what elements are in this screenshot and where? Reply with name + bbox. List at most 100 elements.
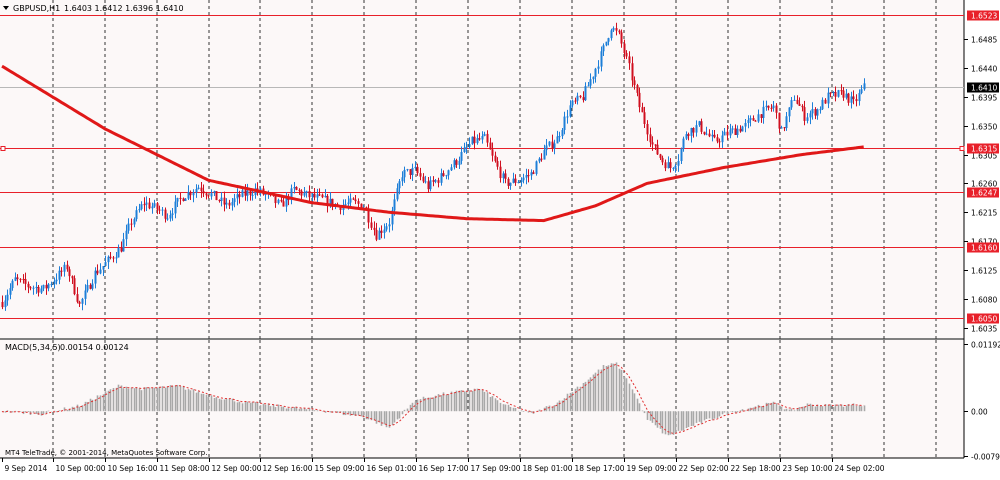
- candle-body: [14, 277, 17, 281]
- symbol-header[interactable]: GBPUSD,H1 1.6403 1.6412 1.6396 1.6410: [3, 4, 184, 13]
- candle-body: [220, 197, 223, 201]
- candle-body: [692, 127, 695, 133]
- level-price-tags[interactable]: 1.6523 1.6315 1.6247 1.6160 1.6050 1.6410: [967, 10, 999, 324]
- candle-body: [280, 199, 283, 202]
- candle-body: [483, 133, 486, 137]
- candle-body: [16, 277, 19, 279]
- candle-body: [514, 178, 517, 183]
- horizontal-levels[interactable]: [0, 15, 965, 319]
- candle-body: [86, 284, 89, 291]
- level-line-handle[interactable]: [0, 146, 6, 151]
- chart-menu-triangle-icon[interactable]: [3, 6, 9, 10]
- candle-body: [680, 148, 683, 162]
- time-tick-label: 22 Sep 18:00: [731, 464, 781, 473]
- candle-body: [458, 160, 461, 165]
- time-tick-label: 17 Sep 09:00: [471, 464, 521, 473]
- candle-body: [832, 92, 835, 94]
- candle-body: [801, 105, 804, 108]
- candle-body: [290, 188, 293, 201]
- level-price-tag[interactable]: [967, 10, 999, 21]
- candle-body: [27, 283, 30, 288]
- candle-body: [589, 79, 592, 86]
- candle-body: [151, 206, 154, 209]
- candle-body: [99, 269, 102, 274]
- candle-body: [94, 270, 97, 284]
- candle-body: [60, 270, 63, 272]
- price-tick-label: 1.6125: [971, 267, 997, 276]
- candle-body: [295, 186, 298, 190]
- candle-body: [225, 202, 228, 205]
- candle-body: [197, 187, 200, 190]
- candle-body: [620, 32, 623, 44]
- time-tick-label: 10 Sep 16:00: [108, 464, 158, 473]
- time-tick-label: 24 Sep 02:00: [835, 464, 885, 473]
- price-axis-background: [964, 0, 1000, 476]
- candle-body: [285, 196, 288, 207]
- candle-body: [174, 201, 177, 214]
- price-tick-label: 1.6215: [971, 209, 997, 218]
- level-price-tag[interactable]: [967, 143, 999, 154]
- price-tick-label: 1.6395: [971, 94, 997, 103]
- candle-body: [631, 63, 634, 81]
- candle-body: [432, 180, 435, 182]
- candle-body: [274, 195, 277, 204]
- candle-body: [179, 197, 182, 199]
- candle-body: [752, 118, 755, 121]
- candle-body: [40, 288, 43, 293]
- candle-body: [251, 194, 254, 196]
- level-price-tag[interactable]: [967, 187, 999, 198]
- level-price-tag[interactable]: [967, 313, 999, 324]
- candle-body: [22, 278, 25, 280]
- candle-body: [522, 177, 525, 181]
- candle-body: [736, 128, 739, 135]
- candle-body: [814, 109, 817, 116]
- candle-body: [414, 166, 417, 169]
- candle-body: [303, 192, 306, 196]
- candle-body: [842, 90, 845, 98]
- symbol-label: GBPUSD,H1: [13, 4, 60, 13]
- candle-body: [486, 133, 489, 143]
- candle-body: [770, 107, 773, 109]
- macd-histogram: [1, 362, 866, 436]
- candle-body: [641, 107, 644, 113]
- candle-body: [427, 181, 430, 190]
- candle-body: [615, 28, 618, 31]
- candle-body: [605, 41, 608, 46]
- candle-body: [481, 136, 484, 140]
- level-price-label: 1.6160: [971, 244, 997, 253]
- time-tick-label: 15 Sep 09:00: [315, 464, 365, 473]
- candle-body: [318, 194, 321, 196]
- candle-body: [638, 92, 641, 108]
- current-price-tag: [967, 82, 999, 93]
- time-tick-label: 12 Sep 00:00: [212, 464, 262, 473]
- level-line-handle[interactable]: [959, 146, 965, 151]
- candle-body: [772, 105, 775, 109]
- candle-body: [176, 197, 179, 202]
- candle-body: [32, 287, 35, 289]
- ohlc-values: 1.6403 1.6412 1.6396 1.6410: [64, 4, 184, 13]
- candle-body: [396, 188, 399, 200]
- level-price-tag[interactable]: [967, 242, 999, 253]
- candle-body: [713, 134, 716, 138]
- candle-body: [228, 202, 231, 206]
- candle-body: [837, 90, 840, 97]
- price-tick-label: 1.6305: [971, 152, 997, 161]
- candle-body: [249, 190, 252, 195]
- candle-body: [360, 203, 363, 209]
- candle-body: [623, 43, 626, 54]
- candle-body: [210, 193, 213, 197]
- candle-body: [66, 264, 69, 270]
- price-tick-label: 1.6260: [971, 180, 997, 189]
- candle-body: [677, 161, 680, 166]
- candle-body: [468, 144, 471, 147]
- candle-body: [35, 286, 38, 288]
- candle-body: [393, 199, 396, 211]
- time-axis-labels: 9 Sep 2014 10 Sep 00:00 10 Sep 16:00 11 Sep…: [2, 458, 885, 473]
- candle-body: [558, 136, 561, 138]
- candle-body: [587, 85, 590, 87]
- candle-body: [9, 288, 12, 295]
- candle-body: [148, 202, 151, 209]
- time-tick-label: 12 Sep 16:00: [263, 464, 313, 473]
